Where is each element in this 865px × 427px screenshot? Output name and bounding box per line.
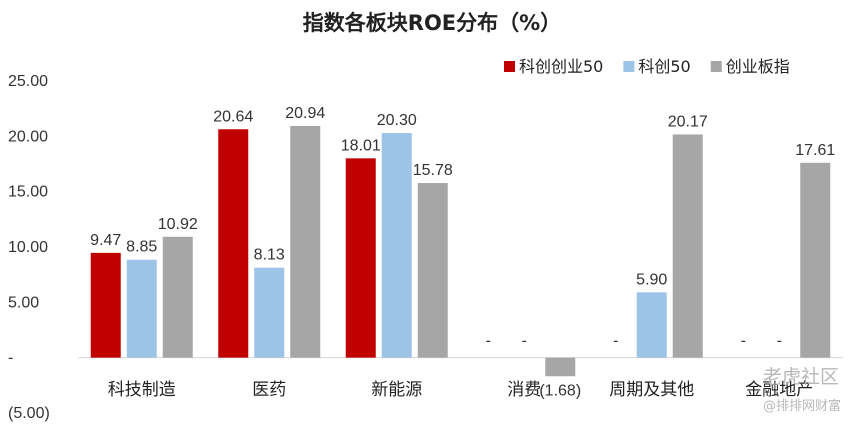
data-label: - <box>486 333 491 350</box>
bar <box>545 357 576 377</box>
data-label: 20.17 <box>668 113 708 130</box>
legend-label: 科创创业50 <box>519 57 603 76</box>
category-label: 消费 <box>507 380 541 400</box>
chart-title: 指数各板块ROE分布（%） <box>303 11 561 35</box>
y-tick-label: - <box>8 350 13 367</box>
data-label: - <box>613 333 618 350</box>
y-tick-label: 15.00 <box>8 184 48 201</box>
data-label: 20.94 <box>285 105 325 122</box>
bar <box>381 133 412 358</box>
data-label: 18.01 <box>341 137 381 154</box>
bar <box>254 267 285 358</box>
bar <box>126 259 157 358</box>
bar <box>162 236 193 358</box>
bar <box>345 158 376 358</box>
data-label: 5.90 <box>636 271 667 288</box>
data-label: (1.68) <box>539 382 581 399</box>
data-label: - <box>741 333 746 350</box>
y-tick-label: 5.00 <box>8 294 39 311</box>
watermark: 老虎社区 @排排网财富 <box>763 366 841 414</box>
y-tick-label: 10.00 <box>8 239 48 256</box>
data-label: 20.64 <box>213 108 253 125</box>
watermark-line2: @排排网财富 <box>763 398 841 414</box>
watermark-line1: 老虎社区 <box>763 366 839 388</box>
category-label: 新能源 <box>371 380 422 400</box>
data-label: - <box>777 333 782 350</box>
category-label: 周期及其他 <box>609 380 694 400</box>
legend-label: 科创50 <box>638 57 690 76</box>
bar <box>800 162 831 358</box>
legend-label: 创业板指 <box>726 57 790 76</box>
data-label: 17.61 <box>795 142 835 159</box>
category-label: 医药 <box>252 380 286 400</box>
legend: 科创创业50 科创50 创业板指 <box>504 57 790 76</box>
legend-swatch <box>504 61 515 72</box>
data-label: 20.30 <box>377 112 417 129</box>
bar <box>417 183 448 358</box>
bar <box>218 129 249 358</box>
category-label: 科技制造 <box>108 380 176 400</box>
y-axis: 25.00 20.00 15.00 10.00 5.00 - (5.00) <box>8 73 843 422</box>
bar <box>672 134 703 358</box>
legend-swatch <box>710 61 722 72</box>
category-label: 金融地产 <box>745 380 813 400</box>
y-tick-label: 20.00 <box>8 128 48 145</box>
legend-swatch <box>623 61 635 72</box>
data-label: 9.47 <box>90 232 121 249</box>
x-axis-categories: 科技制造 医药 新能源 消费 周期及其他 金融地产 <box>108 380 814 400</box>
y-tick-label: 25.00 <box>8 73 48 90</box>
data-label: 10.92 <box>158 216 198 233</box>
bars <box>90 125 831 377</box>
data-label: 15.78 <box>413 162 453 179</box>
data-label: 8.85 <box>126 239 157 256</box>
data-label: - <box>522 333 527 350</box>
bar <box>90 252 121 358</box>
y-tick-label: (5.00) <box>8 405 50 422</box>
data-label: 8.13 <box>254 247 285 264</box>
bar <box>636 292 667 358</box>
bar <box>290 125 321 358</box>
